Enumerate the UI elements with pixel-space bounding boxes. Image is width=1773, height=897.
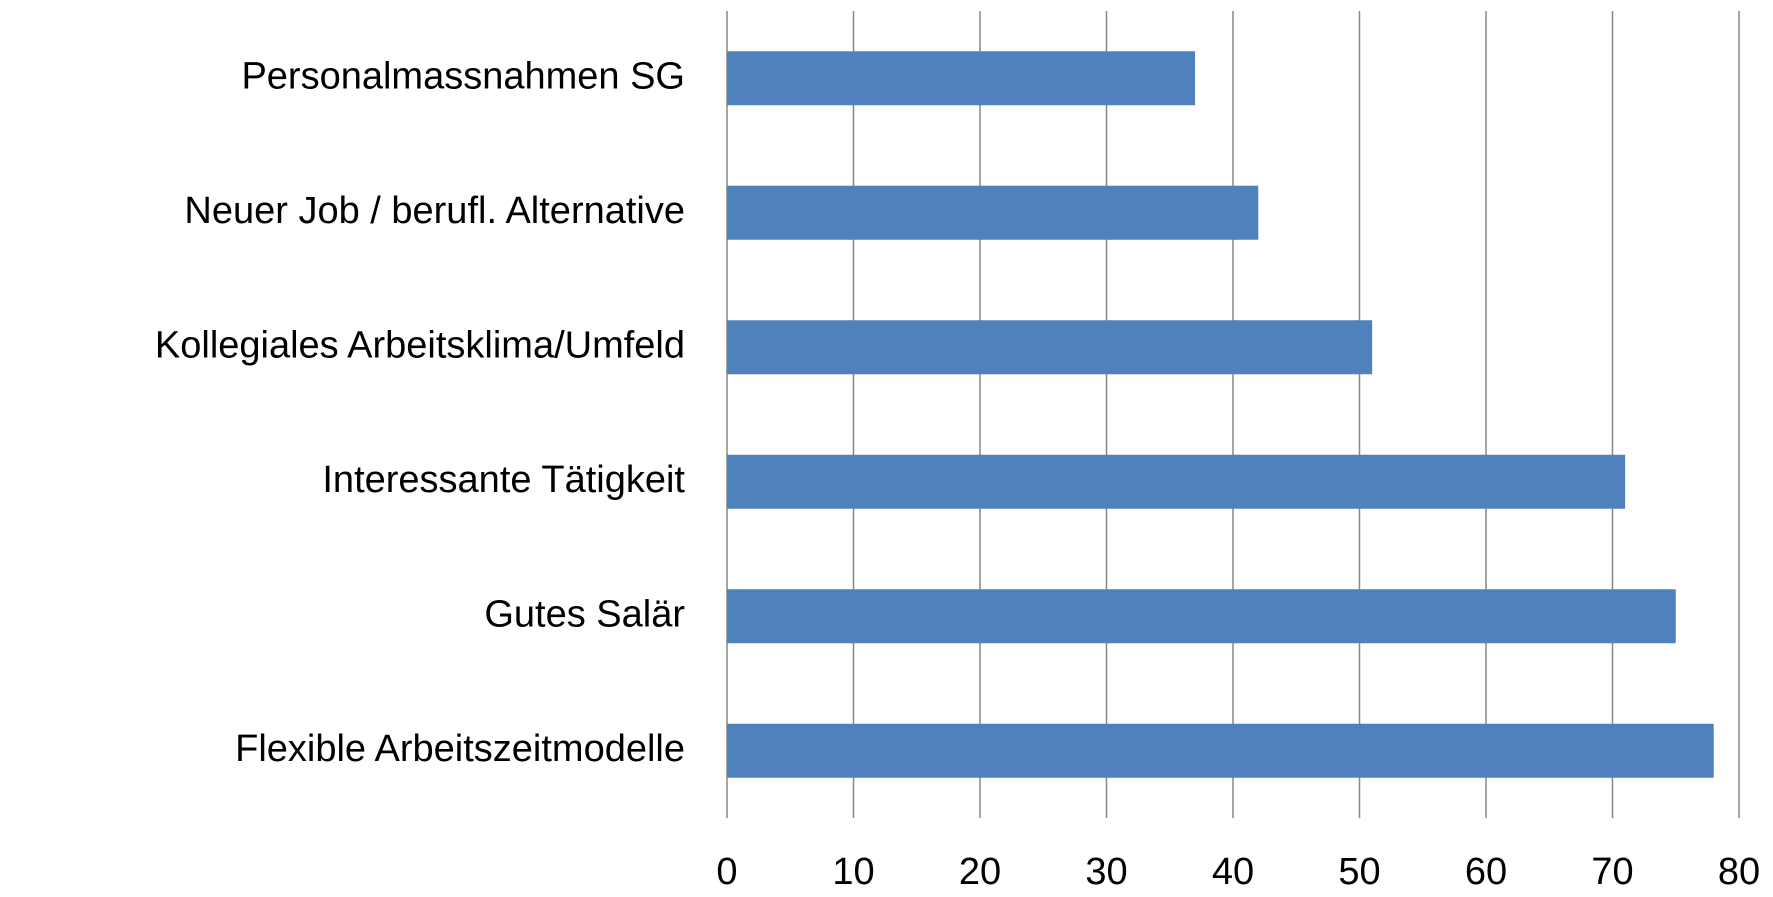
x-tick-label: 70 (1591, 851, 1633, 893)
y-tick-label: Kollegiales Arbeitsklima/Umfeld (155, 324, 685, 366)
y-tick-label: Gutes Salär (484, 593, 685, 635)
x-tick-label: 10 (832, 851, 874, 893)
bar (727, 185, 1259, 240)
y-tick-label: Flexible Arbeitszeitmodelle (235, 728, 685, 770)
bar (727, 51, 1196, 106)
bar (727, 723, 1714, 778)
x-tick-label: 20 (959, 851, 1001, 893)
x-tick-label: 80 (1718, 851, 1760, 893)
y-tick-label: Personalmassnahmen SG (241, 55, 685, 97)
bar (727, 320, 1373, 375)
x-tick-label: 40 (1212, 851, 1254, 893)
x-tick-label: 30 (1085, 851, 1127, 893)
x-tick-label: 0 (716, 851, 737, 893)
bar (727, 589, 1676, 644)
x-tick-label: 50 (1338, 851, 1380, 893)
y-tick-label: Interessante Tätigkeit (322, 459, 685, 501)
x-tick-label: 60 (1465, 851, 1507, 893)
bar (727, 454, 1626, 509)
y-tick-label: Neuer Job / berufl. Alternative (184, 190, 685, 232)
